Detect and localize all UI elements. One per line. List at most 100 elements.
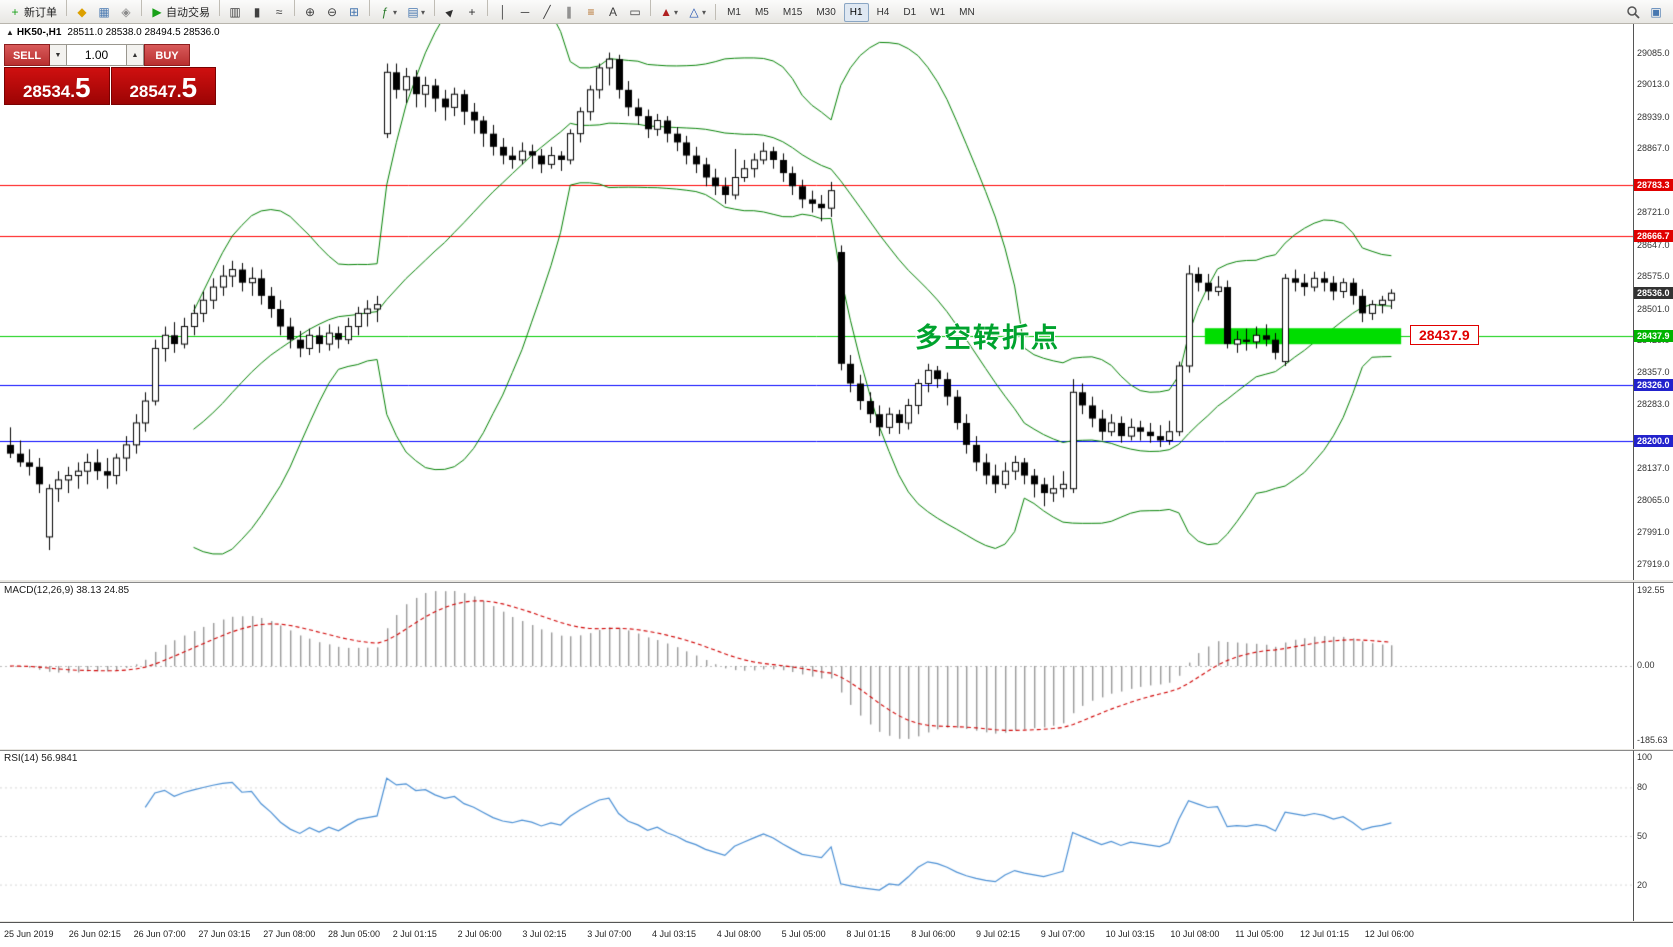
tile-windows-icon: ⊞	[348, 5, 360, 19]
symbol-label: HK50-,H1	[16, 27, 62, 38]
arrow-tools-icon: ▲	[660, 5, 672, 19]
sell-price-display[interactable]: 28534. 5	[4, 67, 110, 105]
timeframe-mn-button[interactable]: MN	[959, 6, 975, 18]
time-tick: 26 Jun 02:15	[68, 929, 121, 939]
time-tick: 25 Jun 2019	[4, 929, 54, 939]
macd-panel[interactable]: MACD(12,26,9) 38.13 24.85	[0, 582, 1633, 749]
search-button[interactable]	[1622, 1, 1644, 23]
channel-icon: ∥	[566, 5, 573, 19]
horizontal-line-button[interactable]: ─	[515, 1, 535, 23]
price-tick: 28575.0	[1637, 271, 1670, 282]
window-layout-button[interactable]: ▣	[1646, 1, 1666, 23]
shape-tools-button[interactable]: △ ▾	[684, 1, 710, 23]
timeframe-h4-button[interactable]: H4	[876, 6, 890, 18]
buy-price-display[interactable]: 28547. 5	[110, 67, 216, 105]
time-tick: 3 Jul 02:15	[522, 929, 567, 939]
channel-button[interactable]: ∥	[559, 1, 579, 23]
time-tick: 2 Jul 06:00	[457, 929, 502, 939]
time-tick: 3 Jul 07:00	[587, 929, 632, 939]
macd-axis-min: -185.63	[1637, 735, 1668, 745]
time-tick: 2 Jul 01:15	[392, 929, 437, 939]
trendline-icon: ╱	[543, 5, 551, 19]
toolbar-separator	[294, 0, 295, 16]
crosshair-button[interactable]: +	[462, 1, 482, 23]
text-button[interactable]: A	[603, 1, 623, 23]
time-tick: 11 Jul 05:00	[1235, 929, 1284, 939]
price-tick: 28501.0	[1637, 303, 1670, 314]
rsi-level-tick: 80	[1637, 782, 1648, 793]
price-axis[interactable]: 29085.0 29013.0 28939.0 28867.0 28721.0 28647…	[1633, 24, 1673, 580]
label-button[interactable]: ▭	[625, 1, 645, 23]
data-window-button[interactable]: ▦	[94, 1, 114, 23]
sell-button[interactable]: SELL	[4, 44, 50, 66]
crosshair-icon: +	[468, 5, 476, 19]
macd-axis-zero: 0.00	[1637, 660, 1655, 670]
timeframe-m1-button[interactable]: M1	[727, 6, 741, 18]
bar-chart-icon: ▥	[229, 5, 241, 19]
data-window-icon: ▦	[98, 5, 110, 19]
fibonacci-button[interactable]: ≡	[581, 1, 601, 23]
candlestick-chart-canvas[interactable]	[0, 24, 1633, 580]
fibonacci-icon: ≡	[587, 5, 595, 19]
chevron-down-icon: ▾	[393, 7, 398, 17]
vertical-line-icon: │	[499, 5, 507, 19]
rsi-label: RSI(14) 56.9841	[4, 753, 78, 764]
toolbar-separator	[715, 3, 717, 20]
bar-chart-button[interactable]: ▥	[225, 1, 245, 23]
timeframe-m15-button[interactable]: M15	[782, 6, 803, 18]
candlestick-chart-icon: ▮	[253, 5, 261, 19]
chart-symbol-header: ▲ HK50-,H1 28511.0 28538.0 28494.5 28536.0	[6, 27, 220, 38]
ohlc-values: 28511.0 28538.0 28494.5 28536.0	[67, 27, 220, 38]
navigator-button[interactable]: ◈	[116, 1, 136, 23]
timeframe-m30-button[interactable]: M30	[816, 6, 836, 18]
price-callout-label[interactable]: 28437.9	[1410, 325, 1479, 346]
time-tick: 10 Jul 08:00	[1170, 929, 1220, 939]
price-tick: 28283.0	[1637, 399, 1670, 410]
tile-windows-button[interactable]: ⊞	[344, 1, 364, 23]
vertical-line-button[interactable]: │	[493, 1, 513, 23]
autotrading-button[interactable]: ▶ 自动交易	[147, 1, 214, 23]
price-level-badge: 28536.0	[1634, 287, 1673, 300]
horizontal-line-icon: ─	[520, 5, 530, 19]
candlestick-chart-button[interactable]: ▮	[247, 1, 267, 23]
timeframe-d1-button[interactable]: D1	[903, 6, 917, 18]
line-chart-button[interactable]: ≈	[269, 1, 289, 23]
price-tick: 28647.0	[1637, 239, 1670, 250]
cursor-icon: ►	[440, 2, 460, 22]
buy-button[interactable]: BUY	[144, 44, 190, 66]
time-tick: 26 Jun 07:00	[133, 929, 186, 939]
zoom-out-button[interactable]: ⊖	[322, 1, 342, 23]
price-tick: 28721.0	[1637, 207, 1670, 218]
timeframe-h1-button[interactable]: H1	[843, 2, 869, 22]
sell-dropdown-arrow[interactable]: ▼	[50, 44, 67, 66]
search-icon	[1627, 5, 1640, 19]
rsi-panel[interactable]: RSI(14) 56.9841	[0, 750, 1633, 921]
toolbar-separator	[487, 0, 489, 16]
indicators-button[interactable]: ƒ ▾	[375, 1, 401, 23]
chart-window-icon: ▲	[6, 28, 14, 37]
time-axis[interactable]: 25 Jun 2019 26 Jun 02:15 26 Jun 07:00 27 Ju…	[0, 922, 1673, 947]
timeframe-m5-button[interactable]: M5	[754, 6, 769, 18]
volume-input[interactable]	[67, 44, 127, 66]
zoom-out-icon: ⊖	[326, 5, 338, 19]
zoom-in-button[interactable]: ⊕	[300, 1, 320, 23]
volume-stepper[interactable]: ▲	[127, 44, 144, 66]
main-chart-panel[interactable]: ▲ HK50-,H1 28511.0 28538.0 28494.5 28536.0…	[0, 24, 1633, 580]
trendline-button[interactable]: ╱	[537, 1, 557, 23]
arrow-tools-button[interactable]: ▲ ▾	[656, 1, 682, 23]
rsi-level-tick: 100	[1637, 752, 1653, 762]
templates-button[interactable]: ▤ ▾	[403, 1, 429, 23]
cursor-button[interactable]: ►	[440, 1, 460, 23]
market-watch-button[interactable]: ◆	[72, 1, 92, 23]
chevron-down-icon: ▾	[702, 7, 707, 17]
toolbar-separator	[219, 0, 220, 16]
price-level-badge: 28783.3	[1634, 178, 1673, 191]
price-tick: 28867.0	[1637, 143, 1670, 154]
sell-price-main: 28534.	[22, 82, 75, 101]
toolbar-button-groups: + 新订单 ◆ ▦ ◈ ▶ 自动交易 ▥ ▮ ≈ ⊕ ⊖ ⊞ ƒ ▾ ▤ ▾ ► + │ ─ ╱ ∥ ≡ A ▭ ▲ ▾ △ ▾	[4, 0, 711, 23]
time-tick: 28 Jun 05:00	[328, 929, 381, 939]
rsi-level-tick: 50	[1637, 831, 1648, 841]
new-order-button[interactable]: + 新订单	[5, 1, 61, 23]
timeframe-w1-button[interactable]: W1	[930, 6, 946, 18]
price-tick: 28939.0	[1637, 111, 1670, 122]
